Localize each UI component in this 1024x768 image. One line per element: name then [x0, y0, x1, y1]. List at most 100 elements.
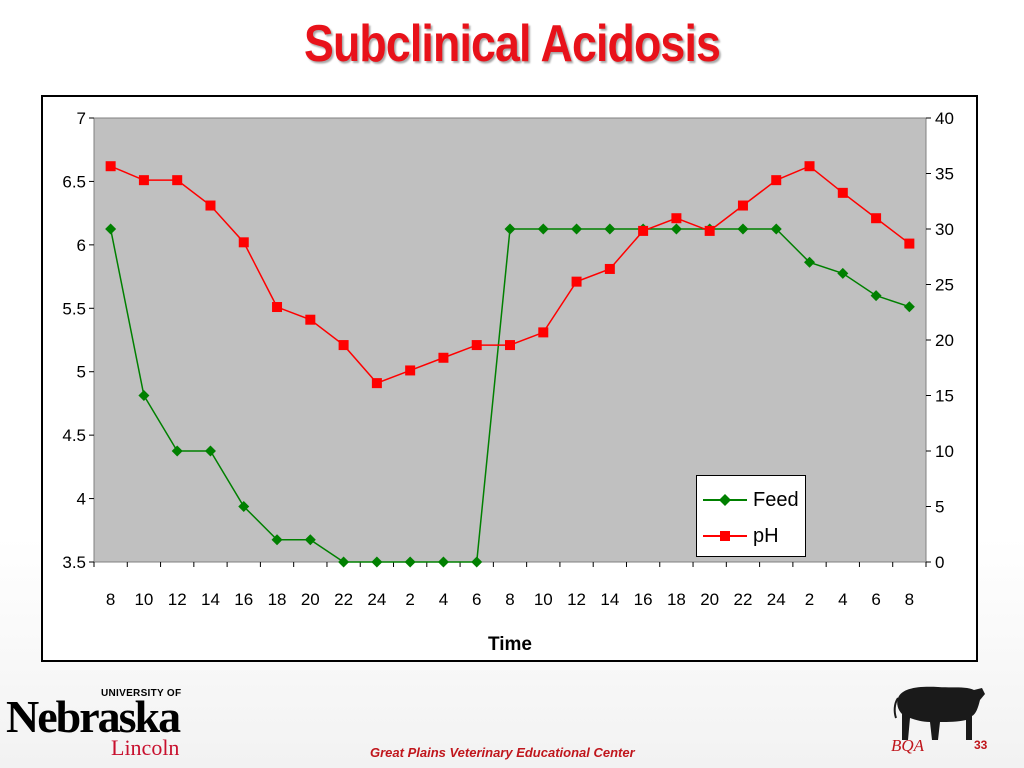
ph-data-point [837, 187, 848, 198]
ph-data-point [671, 213, 682, 224]
feed-data-point [105, 223, 117, 235]
feed-data-point [903, 301, 915, 313]
right-axis-tick-label: 20 [935, 331, 954, 350]
x-axis-tick-label: 8 [106, 590, 115, 609]
right-axis-tick-label: 30 [935, 220, 954, 239]
ph-data-point [471, 340, 482, 351]
right-axis-tick-label: 10 [935, 442, 954, 461]
x-axis-tick-label: 14 [201, 590, 220, 609]
x-axis-tick-label: 14 [600, 590, 619, 609]
legend-label-feed: Feed [753, 488, 799, 511]
x-axis-tick-label: 6 [472, 590, 481, 609]
feed-data-point [404, 556, 416, 568]
feed-data-point [571, 223, 583, 235]
legend-item-ph: pH [703, 522, 779, 550]
logo-lincoln-wordmark: Lincoln [111, 735, 180, 760]
x-axis-tick-label: 24 [367, 590, 386, 609]
right-axis-tick-label: 15 [935, 387, 954, 406]
right-axis-tick-label: 40 [935, 109, 954, 128]
feed-data-point [171, 445, 183, 457]
right-axis-tick-label: 0 [935, 553, 944, 572]
ph-data-point [771, 175, 782, 186]
ph-data-point [804, 161, 815, 172]
unl-logo: UNIVERSITY OF Nebraska Lincoln [6, 688, 196, 764]
slide-number: 33 [974, 738, 988, 752]
feed-data-point [371, 556, 383, 568]
chart-frame: 3.5 4 4.5 5 5.5 6 6.5 7 0 5 10 15 20 25 30 35 40 8 10 12 14 1… [41, 95, 978, 662]
footer-text: Great Plains Veterinary Educational Cent… [370, 745, 635, 760]
right-axis-tick-label: 25 [935, 276, 954, 295]
ph-legend-marker-icon [703, 531, 747, 541]
x-axis-tick-label: 12 [168, 590, 187, 609]
x-axis-tick-label: 4 [838, 590, 847, 609]
feed-data-point [471, 556, 483, 568]
ph-data-point [305, 314, 316, 325]
x-axis-tick-label: 22 [733, 590, 752, 609]
feed-data-point [670, 223, 682, 235]
x-axis-tick-label: 16 [234, 590, 253, 609]
ph-data-point [105, 161, 116, 172]
line-chart: 3.5 4 4.5 5 5.5 6 6.5 7 0 5 10 15 20 25 30 35 40 8 10 12 14 1… [62, 109, 954, 655]
slide-title: Subclinical Acidosis [303, 15, 721, 73]
ph-data-point [205, 200, 216, 211]
left-axis-tick-label: 4.5 [62, 426, 86, 445]
left-axis-tick-label: 6 [77, 236, 86, 255]
x-axis-tick-label: 12 [567, 590, 586, 609]
cow-icon [893, 686, 985, 740]
x-axis-tick-label: 2 [805, 590, 814, 609]
x-axis-tick-label: 8 [905, 590, 914, 609]
ph-data-point [571, 276, 582, 287]
feed-data-point [437, 556, 449, 568]
ph-data-point [638, 225, 649, 236]
feed-data-point [271, 534, 283, 546]
x-axis-tick-label: 10 [534, 590, 553, 609]
x-axis-tick-label: 4 [439, 590, 448, 609]
feed-data-point [537, 223, 549, 235]
feed-data-point [604, 223, 616, 235]
x-axis-tick-label: 16 [634, 590, 653, 609]
ph-data-point [405, 365, 416, 376]
left-axis-tick-label: 7 [77, 109, 86, 128]
feed-data-point [304, 534, 316, 546]
x-axis-tick-label: 18 [667, 590, 686, 609]
logo-nebraska-wordmark: Nebraska [6, 691, 181, 742]
legend-item-feed: Feed [703, 486, 799, 514]
x-axis-title: Time [488, 634, 532, 655]
ph-data-point [238, 237, 249, 248]
ph-data-point [272, 302, 283, 313]
feed-data-point [138, 390, 150, 401]
x-axis-tick-label: 20 [301, 590, 320, 609]
left-axis-tick-label: 4 [77, 490, 86, 509]
x-axis-tick-label: 18 [268, 590, 287, 609]
ph-data-point [505, 340, 515, 351]
left-axis-tick-label: 5 [77, 363, 86, 382]
feed-data-point [338, 556, 350, 568]
ph-data-point [737, 200, 748, 211]
right-axis-tick-label: 5 [935, 498, 944, 517]
x-axis-tick-label: 20 [700, 590, 719, 609]
feed-data-point [837, 267, 849, 279]
legend-label-ph: pH [753, 524, 779, 547]
feed-data-point [737, 223, 749, 235]
right-axis-tick-label: 35 [935, 165, 954, 184]
feed-data-point [238, 501, 250, 512]
ph-data-point [172, 175, 183, 186]
feed-legend-marker-icon [703, 494, 747, 506]
feed-data-point [770, 223, 782, 235]
ph-data-point [371, 378, 382, 389]
x-axis-tick-label: 2 [405, 590, 414, 609]
ph-data-point [904, 238, 915, 249]
feed-data-point [804, 256, 816, 268]
x-axis-tick-label: 24 [767, 590, 786, 609]
bqa-logo: BQA [891, 736, 925, 755]
feed-data-point [504, 223, 516, 235]
ph-data-point [138, 175, 149, 186]
x-axis-tick-label: 6 [871, 590, 880, 609]
left-axis-tick-label: 6.5 [62, 172, 86, 191]
left-axis-tick-label: 3.5 [62, 553, 86, 572]
ph-data-point [338, 340, 349, 351]
x-axis-tick-label: 22 [334, 590, 353, 609]
ph-data-point [871, 213, 882, 224]
ph-data-point [438, 352, 449, 363]
ph-data-point [604, 263, 615, 274]
